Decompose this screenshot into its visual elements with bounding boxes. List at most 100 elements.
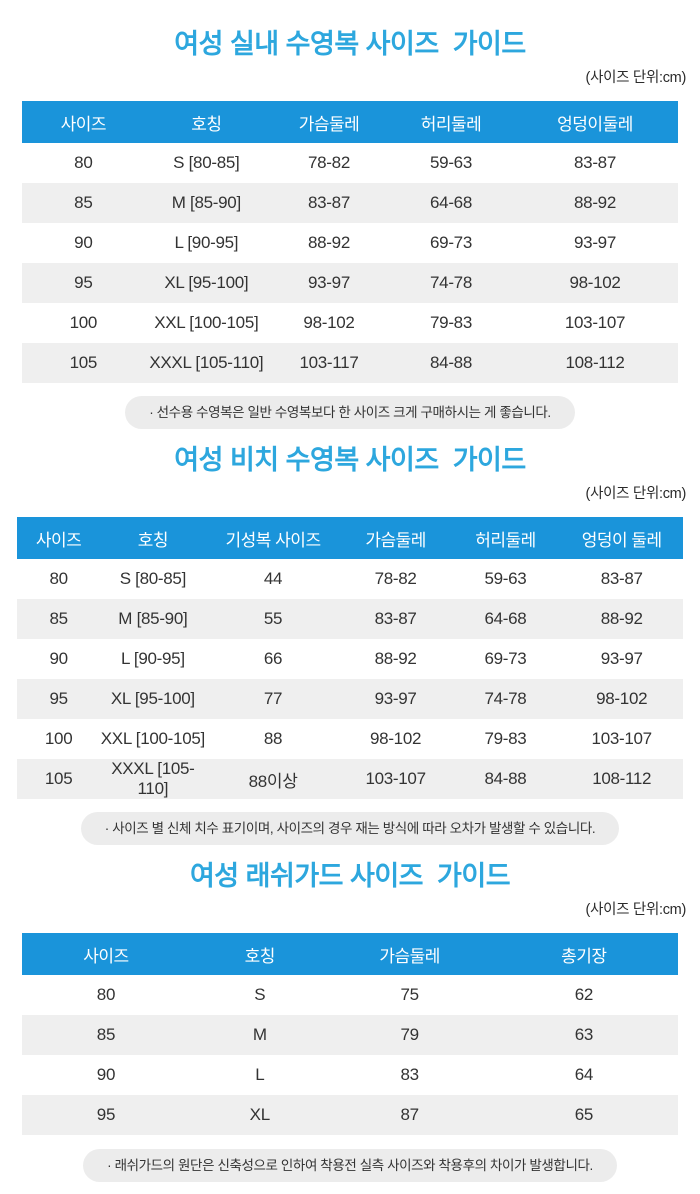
table-cell: 83-87 <box>374 609 417 628</box>
unit-label: (사이즈 단위:cm) <box>585 486 687 502</box>
size-table-beach: 사이즈 호칭 기성복 사이즈 가슴둘레 허리둘레 엉덩이 둘레 80 S [80-85] 44… <box>17 517 683 799</box>
table-row: 105 XXXL [105-110] 103-117 84-88 108-112 <box>22 343 678 383</box>
table-cell: M <box>252 1025 267 1044</box>
header-cell: 호칭 <box>189 933 330 975</box>
table-cell: 93-97 <box>374 689 417 708</box>
table-cell: 88-92 <box>308 233 350 252</box>
header-cell: 사이즈 <box>22 101 145 143</box>
table-cell: XL [95-100] <box>110 689 195 708</box>
note-wrap: · 사이즈 별 신체 치수 표기이며, 사이즈의 경우 재는 방식에 따라 오차… <box>0 812 700 845</box>
table-cell: 103-107 <box>365 769 426 788</box>
table-cell: 78-82 <box>308 153 350 172</box>
table-cell: 83-87 <box>600 569 643 588</box>
table-cell: 103-117 <box>299 353 359 372</box>
table-cell: 78-82 <box>374 569 417 588</box>
table-cell: 88이상 <box>248 771 298 791</box>
table-row: 100 XXL [100-105] 98-102 79-83 103-107 <box>22 303 678 343</box>
table-cell: 74-78 <box>430 273 472 292</box>
table-cell: 103-107 <box>591 729 653 748</box>
table-cell: XXL [100-105] <box>100 729 205 748</box>
unit-label: (사이즈 단위:cm) <box>585 902 687 918</box>
table-header-row: 사이즈 호칭 기성복 사이즈 가슴둘레 허리둘레 엉덩이 둘레 <box>17 517 683 559</box>
table-cell: 83-87 <box>574 153 616 172</box>
table-cell: M [85-90] <box>171 193 241 212</box>
header-cell: 가슴둘레 <box>267 101 390 143</box>
header-cell: 엉덩이둘레 <box>512 101 678 143</box>
table-cell: 55 <box>263 609 283 628</box>
table-cell: 83 <box>400 1065 420 1084</box>
table-cell: 63 <box>574 1025 594 1044</box>
table-row: 100 XXL [100-105] 88 98-102 79-83 103-107 <box>17 719 683 759</box>
table-cell: 95 <box>49 689 68 708</box>
section-title: 여성 비치 수영복 사이즈 가이드 <box>174 445 526 475</box>
table-cell: 64-68 <box>484 609 527 628</box>
table-cell: S <box>254 985 266 1004</box>
table-cell: 77 <box>263 689 283 708</box>
table-cell: XXL [100-105] <box>154 313 259 332</box>
table-cell: 93-97 <box>600 649 643 668</box>
table-cell: 98-102 <box>303 313 355 332</box>
table-cell: 108-112 <box>565 353 625 372</box>
table-cell: 64 <box>574 1065 594 1084</box>
table-row: 80 S 75 62 <box>22 975 678 1015</box>
table-cell: 80 <box>74 153 93 172</box>
table-row: 105 XXXL [105-110] 88이상 103-107 84-88 108-112 <box>17 759 683 799</box>
table-cell: S [80-85] <box>119 569 187 588</box>
table-cell: 79-83 <box>484 729 527 748</box>
table-cell: 84-88 <box>430 353 472 372</box>
table-cell: 100 <box>44 729 73 748</box>
header-cell: 가슴둘레 <box>340 517 451 559</box>
table-cell: 59-63 <box>430 153 472 172</box>
table-header-row: 사이즈 호칭 가슴둘레 총기장 <box>22 933 678 975</box>
table-cell: 98-102 <box>596 689 648 708</box>
table-cell: 87 <box>400 1105 420 1124</box>
note-wrap: · 래쉬가드의 원단은 신축성으로 인하여 착용전 실측 사이즈와 착용후의 차… <box>0 1149 700 1182</box>
table-cell: 93-97 <box>308 273 350 292</box>
table-cell: XL [95-100] <box>164 273 249 292</box>
header-cell: 호칭 <box>100 517 206 559</box>
table-row: 95 XL [95-100] 77 93-97 74-78 98-102 <box>17 679 683 719</box>
table-cell: 95 <box>74 273 93 292</box>
table-cell: 44 <box>263 569 283 588</box>
header-cell: 사이즈 <box>22 933 190 975</box>
section-indoor-swimsuit: 여성 실내 수영복 사이즈 가이드 (사이즈 단위:cm) 사이즈 호칭 가슴둘레 허… <box>0 0 700 429</box>
table-cell: XXXL [105-110] <box>111 759 195 798</box>
table-cell: 64-68 <box>430 193 472 212</box>
table-cell: 85 <box>96 1025 116 1044</box>
table-row: 90 L [90-95] 66 88-92 69-73 93-97 <box>17 639 683 679</box>
header-cell: 호칭 <box>144 101 268 143</box>
table-cell: 100 <box>69 313 98 332</box>
table-cell: XXXL [105-110] <box>149 353 264 372</box>
table-cell: 103-107 <box>564 313 626 332</box>
table-cell: 90 <box>74 233 93 252</box>
header-cell: 총기장 <box>489 933 678 975</box>
table-cell: 69-73 <box>430 233 472 252</box>
section-rashguard: 여성 래쉬가드 사이즈 가이드 (사이즈 단위:cm) 사이즈 호칭 가슴둘레 총기장… <box>0 845 700 1182</box>
header-cell: 사이즈 <box>17 517 101 559</box>
note-wrap: · 선수용 수영복은 일반 수영복보다 한 사이즈 크게 구매하시는 게 좋습니… <box>0 396 700 429</box>
table-cell: 80 <box>96 985 116 1004</box>
table-row: 85 M 79 63 <box>22 1015 678 1055</box>
table-cell: M [85-90] <box>118 609 188 628</box>
table-cell: 79 <box>400 1025 420 1044</box>
table-cell: 108-112 <box>592 769 652 788</box>
header-cell: 가슴둘레 <box>329 933 490 975</box>
table-cell: 90 <box>96 1065 116 1084</box>
header-cell: 허리둘레 <box>390 101 513 143</box>
table-cell: 83-87 <box>308 193 350 212</box>
table-cell: 105 <box>44 769 73 788</box>
unit-label: (사이즈 단위:cm) <box>585 70 687 86</box>
table-cell: 105 <box>69 353 98 372</box>
table-cell: 98-102 <box>370 729 422 748</box>
table-cell: 88 <box>263 729 283 748</box>
table-cell: 62 <box>574 985 594 1004</box>
table-cell: 74-78 <box>484 689 527 708</box>
table-row: 80 S [80-85] 44 78-82 59-63 83-87 <box>17 559 683 599</box>
table-cell: 95 <box>96 1105 116 1124</box>
table-row: 95 XL 87 65 <box>22 1095 678 1135</box>
size-table-indoor: 사이즈 호칭 가슴둘레 허리둘레 엉덩이둘레 80 S [80-85] 78-82 59-63… <box>22 101 678 383</box>
note-pill: · 사이즈 별 신체 치수 표기이며, 사이즈의 경우 재는 방식에 따라 오차… <box>80 812 620 845</box>
table-row: 85 M [85-90] 83-87 64-68 88-92 <box>22 183 678 223</box>
table-row: 85 M [85-90] 55 83-87 64-68 88-92 <box>17 599 683 639</box>
